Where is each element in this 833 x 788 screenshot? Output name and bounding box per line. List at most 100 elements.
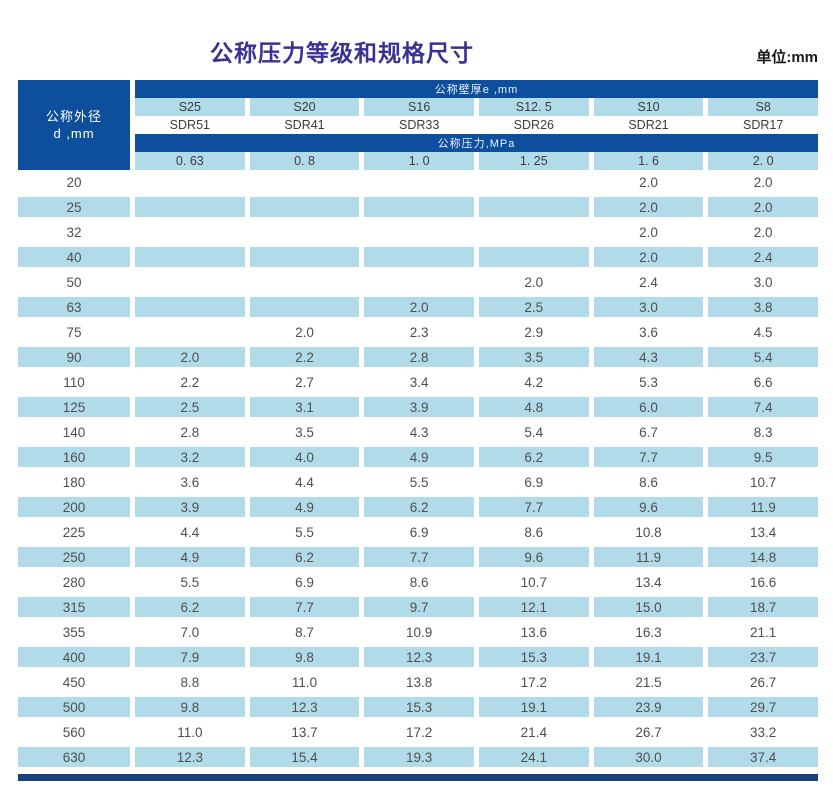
table-cell: 2.0	[753, 174, 773, 190]
table-cell: 15.3	[364, 695, 474, 720]
table-cell	[250, 220, 360, 245]
table-cell: 5.4	[708, 345, 818, 370]
row-label-diameter: 90	[18, 345, 130, 370]
table-cell: 9.6	[593, 495, 704, 520]
table-cell: 6.9	[295, 574, 314, 590]
table-cell: 5.5	[409, 474, 429, 490]
table-cell	[364, 170, 474, 195]
pressure-value-header: 0. 8	[249, 152, 360, 170]
row-label-diameter: 355	[62, 624, 86, 640]
row-label-diameter: 560	[62, 724, 86, 740]
table-cell: 2.0	[708, 195, 818, 220]
s-series-header: S12. 5	[478, 98, 589, 116]
table-cell: 8.6	[524, 524, 544, 540]
table-cell: 14.8	[708, 545, 818, 570]
table-cell: 6.9	[524, 474, 544, 490]
table-cell: 2.4	[708, 245, 818, 270]
table-cell: 3.2	[135, 445, 245, 470]
table-cell: 33.2	[750, 724, 777, 740]
table-cell	[364, 220, 474, 245]
table-cell: 9.5	[708, 445, 818, 470]
table-cell: 13.7	[291, 724, 318, 740]
table-cell: 4.3	[593, 345, 704, 370]
table-cell: 12.3	[364, 645, 474, 670]
table-cell: 16.6	[750, 574, 777, 590]
table-cell	[250, 170, 360, 195]
table-cell: 3.0	[753, 274, 773, 290]
pressure-value-header: 0. 63	[135, 152, 245, 170]
table-cell: 21.5	[635, 674, 662, 690]
table-cell: 3.4	[409, 374, 429, 390]
table-cell: 7.4	[708, 395, 818, 420]
sdr-series-header: SDR17	[708, 116, 818, 134]
table-cell: 2.0	[593, 245, 704, 270]
table-cell: 4.0	[249, 445, 360, 470]
table-cell: 2.0	[753, 224, 773, 240]
row-label-diameter: 32	[66, 224, 82, 240]
table-cell: 7.9	[135, 645, 245, 670]
row-label-diameter: 400	[18, 645, 130, 670]
table-cell: 21.4	[520, 724, 547, 740]
table-cell	[364, 245, 474, 270]
pressure-value-header: 1. 6	[593, 152, 704, 170]
table-cell: 26.7	[635, 724, 662, 740]
table-cell: 30.0	[593, 745, 704, 770]
table-cell: 11.0	[177, 724, 203, 740]
table-cell: 3.9	[364, 395, 474, 420]
table-cell: 6.6	[753, 374, 773, 390]
table-cell: 4.5	[753, 324, 773, 340]
table-cell: 2.8	[180, 424, 200, 440]
table-cell: 4.9	[135, 545, 245, 570]
table-bottom-border	[18, 774, 818, 781]
table-cell: 17.2	[406, 724, 433, 740]
sdr-series-header: SDR51	[135, 116, 245, 134]
table-cell: 9.8	[249, 645, 360, 670]
spec-table: 公称外径 d ,mm 公称壁厚e ,mm S25 S20 S16 S12. 5 …	[18, 80, 818, 770]
row-label-diameter: 280	[62, 574, 86, 590]
s-series-header: S8	[708, 98, 818, 116]
table-cell: 12.1	[478, 595, 589, 620]
table-cell: 2.5	[135, 395, 245, 420]
table-cell: 2.9	[524, 324, 544, 340]
sdr-series-header: SDR41	[249, 116, 360, 134]
table-cell: 3.9	[135, 495, 245, 520]
table-cell: 6.2	[135, 595, 245, 620]
table-cell: 11.9	[708, 495, 818, 520]
table-cell: 5.5	[180, 574, 200, 590]
table-cell: 4.3	[409, 424, 429, 440]
row-label-diameter: 110	[63, 374, 85, 390]
pressure-value-header: 1. 0	[364, 152, 474, 170]
table-cell: 3.6	[180, 474, 200, 490]
table-cell: 3.5	[295, 424, 314, 440]
row-label-diameter: 140	[62, 424, 86, 440]
table-cell: 10.8	[635, 524, 662, 540]
table-cell	[249, 295, 360, 320]
table-cell: 3.1	[249, 395, 360, 420]
table-cell: 8.6	[409, 574, 429, 590]
table-cell: 2.0	[524, 274, 544, 290]
row-label-diameter: 500	[18, 695, 130, 720]
table-cell	[249, 245, 360, 270]
table-cell	[479, 220, 589, 245]
table-cell: 2.2	[180, 374, 200, 390]
table-cell: 3.5	[478, 345, 589, 370]
table-cell: 6.2	[478, 445, 589, 470]
table-cell	[135, 245, 245, 270]
table-cell: 12.3	[135, 745, 245, 770]
s-series-header: S20	[249, 98, 360, 116]
table-cell: 6.0	[593, 395, 704, 420]
table-cell: 4.9	[249, 495, 360, 520]
table-cell: 21.1	[750, 624, 777, 640]
sdr-series-header: SDR33	[364, 116, 474, 134]
table-cell	[478, 245, 589, 270]
table-cell: 7.7	[593, 445, 704, 470]
s-series-header: S16	[364, 98, 474, 116]
table-cell	[135, 220, 245, 245]
table-cell: 4.9	[364, 445, 474, 470]
table-cell	[478, 195, 589, 220]
table-cell: 19.1	[593, 645, 704, 670]
table-cell: 3.6	[639, 324, 658, 340]
table-cell: 4.4	[180, 524, 200, 540]
pressure-value-header: 1. 25	[478, 152, 589, 170]
